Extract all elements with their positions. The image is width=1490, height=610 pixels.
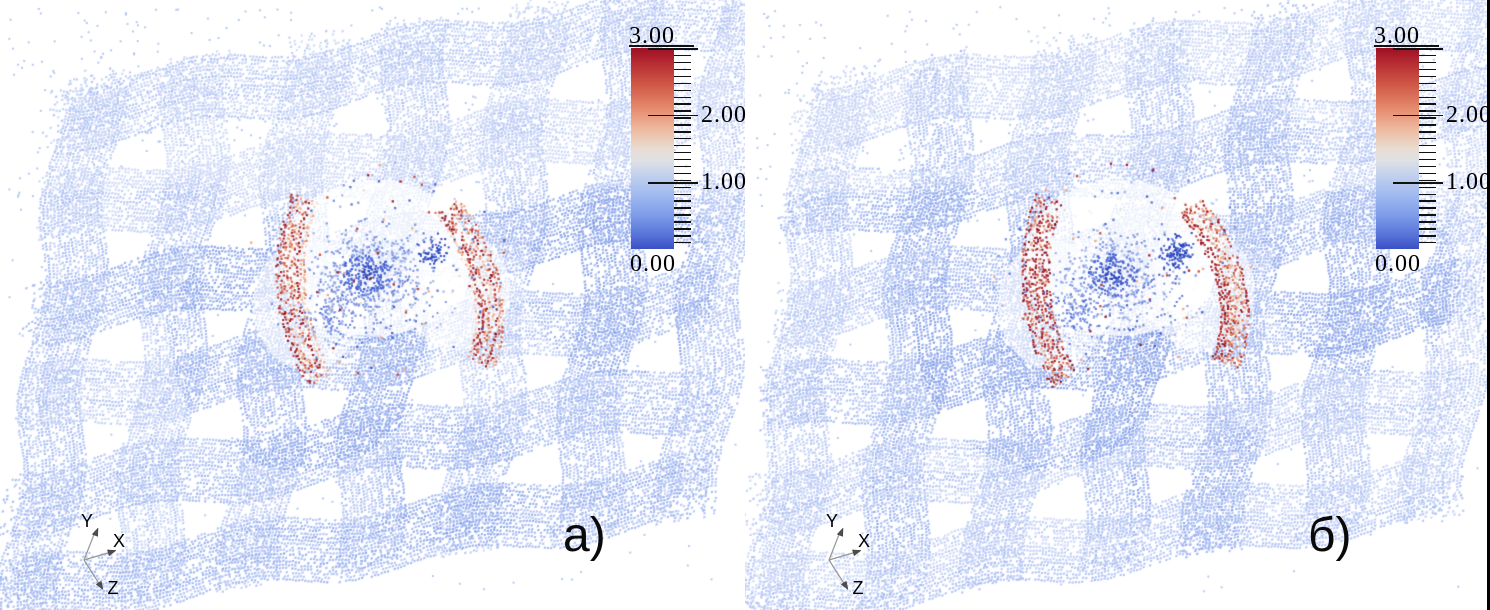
axis-z-arrow <box>83 559 101 586</box>
orientation-axes: Y X Z <box>826 511 870 598</box>
colorbar-top-tick <box>629 45 694 47</box>
colorbar-label-1: 1.00 <box>1446 169 1490 195</box>
colorbar: 3.00 2.00 1.00 0.00 <box>628 23 747 280</box>
colorbar-ticks <box>1373 26 1490 280</box>
colorbar-label-1: 1.00 <box>701 169 747 195</box>
axis-x-label: X <box>113 531 125 551</box>
colorbar-top-tick <box>1374 45 1439 47</box>
colorbar-gradient <box>1376 48 1419 249</box>
panel-label-b: б) <box>1308 509 1352 562</box>
colorbar-max-label: 3.00 <box>629 23 675 49</box>
colorbar-gradient <box>631 48 674 249</box>
colorbar-min-label: 0.00 <box>1375 251 1421 277</box>
panel-label-a: а) <box>563 509 606 562</box>
colorbar-label-2: 2.00 <box>1446 102 1490 128</box>
axis-z-label: Z <box>108 578 119 598</box>
colorbar-min-label: 0.00 <box>630 251 676 277</box>
colorbar: 3.00 2.00 1.00 0.00 <box>1373 23 1490 280</box>
axis-z-label: Z <box>853 578 864 598</box>
axis-x-arrowhead <box>107 549 117 557</box>
axis-y-label: Y <box>81 511 93 531</box>
colorbar-ticks <box>628 26 745 280</box>
axis-y-arrowhead <box>836 527 844 537</box>
point-cloud-canvas-a <box>0 0 745 610</box>
figure-right-border <box>1487 0 1490 610</box>
axis-z-arrow <box>828 559 846 586</box>
colorbar-label-2: 2.00 <box>701 102 747 128</box>
axis-z-arrowhead <box>95 580 104 591</box>
axis-y-label: Y <box>826 511 838 531</box>
axis-y-arrow <box>828 531 841 561</box>
point-cloud-canvas-b <box>745 0 1490 610</box>
axis-x-label: X <box>858 531 870 551</box>
orientation-axes: Y X Z <box>81 511 125 598</box>
axis-x-arrowhead <box>852 549 862 557</box>
axis-x-arrow <box>83 551 112 561</box>
colorbar-max-label: 3.00 <box>1374 23 1420 49</box>
axis-y-arrowhead <box>91 527 99 537</box>
panel-b: 3.00 2.00 1.00 0.00 Y X Z б) <box>745 0 1490 610</box>
axis-y-arrow <box>83 531 96 561</box>
panel-a: 3.00 2.00 1.00 0.00 Y X Z а) <box>0 0 747 610</box>
axis-x-arrow <box>828 551 857 561</box>
axis-z-arrowhead <box>840 580 849 591</box>
